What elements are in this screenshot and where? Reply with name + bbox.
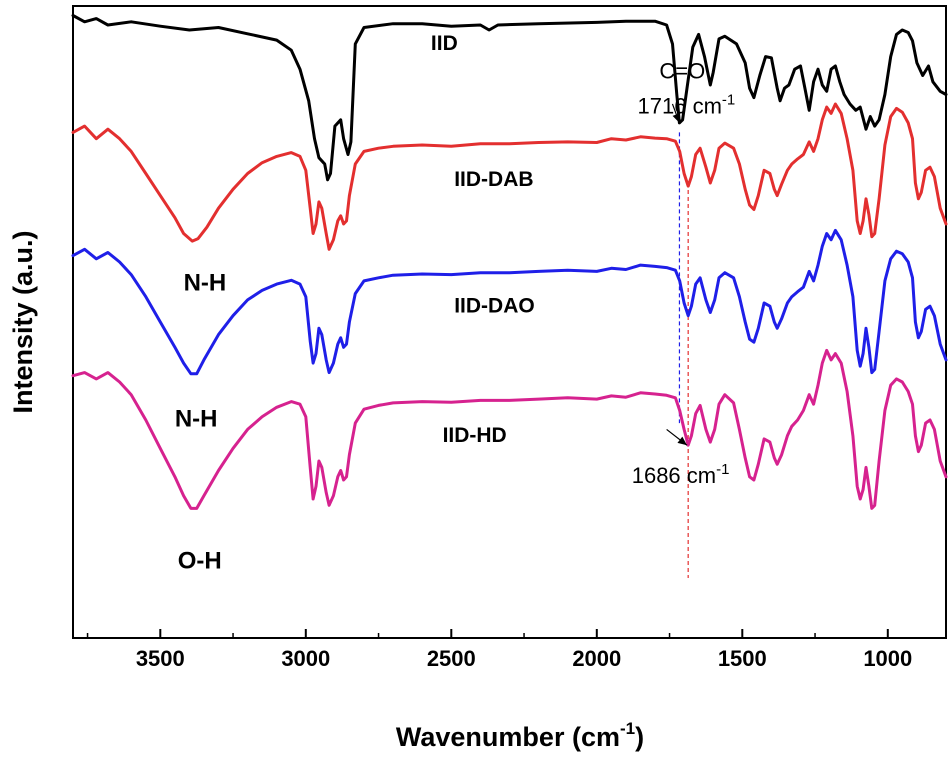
band-label-o-h-2: O-H bbox=[178, 547, 222, 574]
series-label-iid-dao: IID-DAO bbox=[454, 295, 534, 318]
x-axis-ticks: 3500 3000 2500 2000 1500 1000 bbox=[86, 629, 912, 671]
x-tick-label-3500: 3500 bbox=[136, 646, 185, 671]
series-label-iid-hd: IID-HD bbox=[443, 424, 507, 447]
x-tick-label-1500: 1500 bbox=[718, 646, 767, 671]
plot-frame bbox=[72, 5, 947, 639]
x-axis-title: Wavenumber (cm-1) bbox=[396, 719, 644, 752]
series-line-iid bbox=[71, 14, 948, 182]
series-line-iid-dao bbox=[71, 228, 948, 376]
x-axis-title-tail: ) bbox=[635, 722, 644, 752]
x-tick-label-1000: 1000 bbox=[863, 646, 912, 671]
annotation-arrowhead-1 bbox=[677, 436, 688, 446]
series-label-iid: IID bbox=[431, 32, 458, 55]
y-axis-title: Intensity (a.u.) bbox=[8, 230, 38, 413]
x-axis-title-main: Wavenumber (cm bbox=[396, 722, 620, 752]
annotation-2: 1686 cm-1 bbox=[632, 461, 730, 488]
band-label-n-h-0: N-H bbox=[184, 269, 227, 296]
series-lines bbox=[71, 14, 948, 510]
annotation-1: 1716 cm-1 bbox=[638, 91, 736, 118]
series-line-iid-hd bbox=[71, 348, 948, 510]
annotation-sup-1: -1 bbox=[722, 91, 735, 108]
x-tick-label-3000: 3000 bbox=[281, 646, 330, 671]
x-axis-title-sup: -1 bbox=[620, 719, 635, 738]
chart-labels: IID IID-DAB IID-DAO IID-HD N-H N-H O-H C=O 1716 … bbox=[175, 32, 735, 574]
annotation-text-0: C=O bbox=[659, 59, 705, 84]
reference-lines bbox=[678, 132, 689, 578]
annotation-arrowhead-0 bbox=[672, 113, 681, 123]
x-tick-label-2000: 2000 bbox=[572, 646, 621, 671]
band-label-n-h-1: N-H bbox=[175, 405, 218, 432]
annotation-text-2: 1686 cm bbox=[632, 463, 716, 488]
annotation-0: C=O bbox=[659, 59, 705, 84]
annotation-sup-2: -1 bbox=[716, 461, 729, 478]
x-tick-label-2500: 2500 bbox=[427, 646, 476, 671]
series-label-iid-dab: IID-DAB bbox=[454, 168, 533, 191]
series-line-iid-dab bbox=[71, 102, 948, 251]
